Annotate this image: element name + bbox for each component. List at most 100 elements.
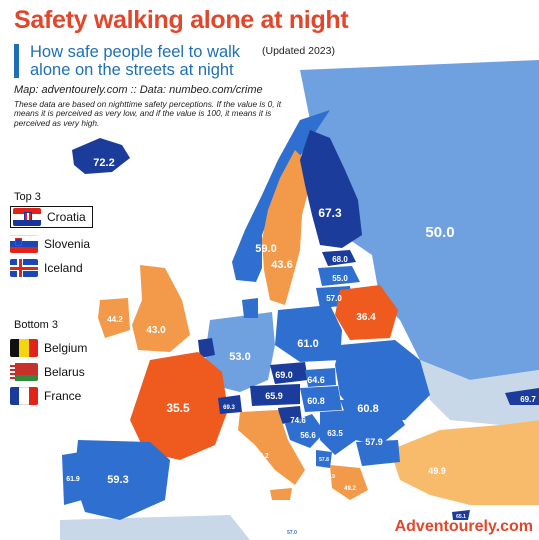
value-finland: 67.3	[318, 206, 342, 220]
top3-heading: Top 3	[14, 191, 41, 203]
iceland-flag-icon	[10, 259, 38, 277]
value-iceland: 72.2	[93, 157, 114, 169]
bottom3-heading: Bottom 3	[14, 319, 59, 331]
value-italy: 44.2	[255, 453, 269, 460]
belarus-flag-icon	[10, 363, 38, 381]
value-lithuania: 57.0	[326, 294, 342, 303]
region-turkey	[390, 420, 539, 505]
legend-item-belarus: Belarus	[10, 362, 85, 382]
legend-label: France	[44, 389, 82, 403]
region-italy	[238, 410, 305, 485]
value-estonia: 68.0	[332, 255, 348, 264]
value-norway: 59.0	[255, 243, 276, 255]
region-austria	[250, 384, 300, 406]
region-caucasus	[420, 360, 539, 425]
region-estonia	[322, 250, 356, 266]
region-africa	[60, 515, 250, 540]
region-iceland	[72, 138, 130, 174]
region-belgium	[198, 338, 215, 358]
legend-item-belgium: Belgium	[10, 338, 87, 358]
region-czechia	[270, 362, 308, 384]
region-switzerland	[218, 395, 242, 414]
legend-label: Iceland	[44, 261, 83, 275]
legend-item-france: France	[10, 386, 81, 406]
region-cyprus	[452, 510, 470, 520]
region-sicily	[270, 488, 292, 500]
region-slovenia	[278, 406, 302, 424]
legend-label: Croatia	[47, 210, 86, 224]
region-romania	[340, 398, 405, 445]
region-montenegro	[316, 450, 332, 468]
croatia-flag-icon	[13, 208, 41, 226]
belgium-flag-icon	[10, 339, 38, 357]
region-greece	[330, 465, 368, 500]
value-north-macedonia: 52.9	[325, 474, 335, 480]
value-netherlands: 53.0	[229, 351, 250, 363]
region-portugal	[62, 452, 82, 505]
legend-item-slovenia: Slovenia	[10, 234, 90, 254]
value-ukraine: 60.8	[357, 403, 378, 415]
value-spain: 59.3	[107, 474, 128, 486]
region-georgia	[505, 388, 539, 405]
region-bulgaria	[356, 440, 400, 466]
region-serbia	[320, 410, 356, 455]
updated-label: (Updated 2023)	[262, 45, 335, 57]
value-slovakia: 64.6	[307, 375, 325, 385]
value-georgia: 69.7	[520, 395, 536, 404]
title-accent-bar	[14, 44, 19, 78]
region-germany	[205, 312, 275, 392]
value-latvia: 55.0	[332, 274, 348, 283]
legend-item-croatia: Croatia	[10, 206, 93, 228]
region-spain	[74, 440, 170, 520]
brand-logo: Adventourely.com	[394, 518, 533, 535]
region-france	[130, 352, 228, 460]
methodology-note: These data are based on nighttime safety…	[14, 99, 282, 128]
legend-item-iceland: Iceland	[10, 258, 83, 278]
value-romania: 61.7	[340, 460, 352, 466]
value-serbia: 63.5	[327, 429, 343, 438]
value-france: 35.5	[166, 401, 190, 415]
value-russia: 50.0	[425, 224, 454, 241]
value-bulgaria: 57.9	[365, 437, 383, 447]
region-uk	[132, 265, 190, 352]
value-cyprus: 65.1	[456, 514, 466, 520]
region-croatia	[285, 414, 325, 448]
region-denmark	[242, 298, 258, 318]
slovenia-flag-icon	[10, 235, 38, 253]
value-malta: 57.0	[287, 530, 297, 536]
page-title: Safety walking alone at night	[14, 6, 349, 34]
value-poland: 61.0	[297, 338, 318, 350]
value-uk: 43.0	[146, 325, 166, 336]
region-latvia	[318, 266, 360, 286]
legend-label: Slovenia	[44, 237, 91, 251]
region-hungary	[300, 386, 342, 412]
legend-label: Belarus	[44, 365, 85, 379]
region-sweden	[262, 150, 310, 305]
value-sweden: 43.6	[271, 259, 292, 271]
value-portugal: 61.9	[66, 476, 80, 483]
value-austria: 65.9	[265, 391, 283, 401]
value-montenegro: 57.8	[319, 457, 329, 463]
value-czechia: 69.0	[275, 370, 293, 380]
value-switzerland: 69.3	[223, 405, 235, 411]
region-norway	[232, 110, 330, 282]
subtitle: How safe people feel to walk alone on th…	[30, 43, 241, 79]
region-finland	[300, 130, 362, 248]
france-flag-icon	[10, 387, 38, 405]
value-croatia: 56.6	[300, 431, 316, 440]
value-ireland: 44.2	[107, 315, 123, 324]
region-belarus	[335, 285, 398, 340]
value-hungary: 60.8	[307, 396, 325, 406]
value-belarus: 36.4	[356, 312, 376, 323]
region-poland	[275, 305, 342, 362]
region-russia	[300, 60, 539, 380]
value-turkey: 49.9	[428, 466, 446, 476]
region-slovakia	[305, 368, 336, 387]
source-credit: Map: adventourely.com :: Data: numbeo.co…	[14, 84, 263, 96]
region-ireland	[98, 298, 130, 338]
value-slovenia: 74.6	[290, 416, 306, 425]
value-greece: 49.2	[344, 486, 356, 492]
legend-label: Belgium	[44, 341, 88, 355]
